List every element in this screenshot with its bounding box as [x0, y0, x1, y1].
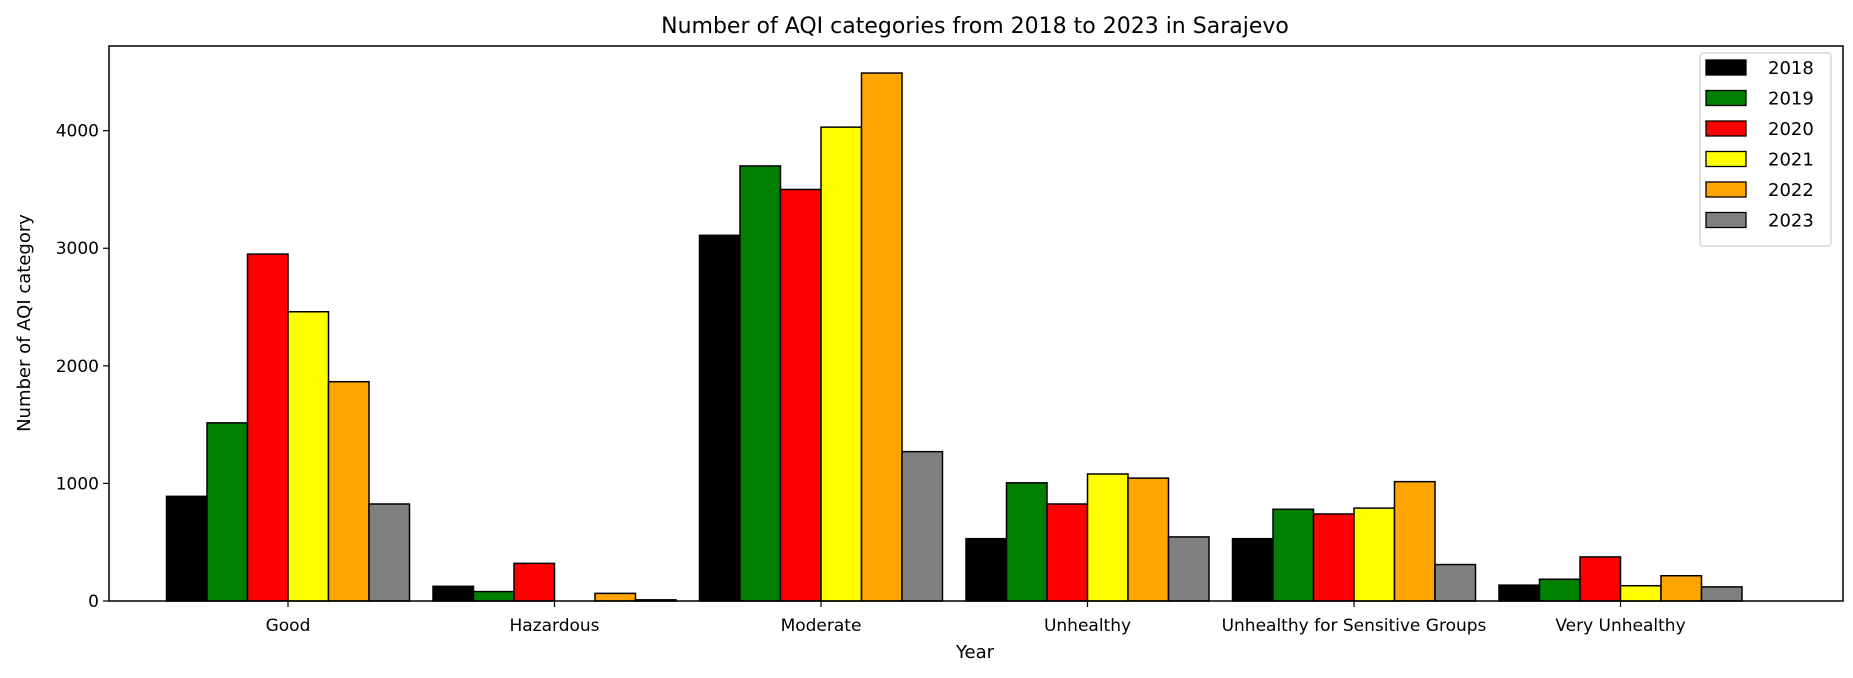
x-axis-label: Year: [955, 642, 995, 663]
y-tick-label: 1000: [56, 474, 99, 494]
legend-label-2022: 2022: [1768, 180, 1814, 201]
plot-frame: [108, 45, 1844, 602]
bar-2022-unhealthy: [1127, 477, 1170, 602]
bar-2019-good: [206, 422, 249, 602]
bar-2018-unhealthy: [965, 537, 1008, 602]
legend-swatch-2020: [1705, 120, 1747, 137]
legend-label-2023: 2023: [1768, 211, 1814, 232]
bar-2018-unhealthy-for-sensitive-groups: [1231, 537, 1274, 602]
bar-2020-very-unhealthy: [1579, 556, 1622, 602]
bar-2018-hazardous: [432, 585, 475, 602]
y-tick-label: 0: [88, 592, 99, 612]
bar-2020-unhealthy: [1046, 503, 1089, 602]
y-axis: 0 1000 2000 3000 4000: [56, 122, 109, 612]
y-tick-label: 4000: [56, 122, 99, 142]
legend-swatch-2019: [1705, 89, 1747, 107]
legend-label-2020: 2020: [1768, 119, 1814, 140]
bar-2018-moderate: [698, 234, 741, 602]
x-tick-label: Good: [266, 616, 311, 636]
bar-2019-unhealthy-for-sensitive-groups: [1272, 508, 1315, 602]
bar-2020-moderate: [779, 188, 822, 602]
bar-2022-unhealthy-for-sensitive-groups: [1393, 480, 1436, 602]
y-axis-label: Number of AQI category: [14, 214, 35, 432]
bar-2023-moderate: [901, 450, 944, 602]
x-tick-label: Moderate: [781, 616, 862, 636]
x-tick-label: Unhealthy for Sensitive Groups: [1222, 616, 1487, 636]
bar-2021-moderate: [820, 126, 863, 602]
bar-2022-very-unhealthy: [1660, 574, 1703, 602]
bar-2019-very-unhealthy: [1538, 578, 1581, 602]
bar-2023-unhealthy-for-sensitive-groups: [1434, 563, 1477, 602]
bar-2019-hazardous: [472, 590, 515, 602]
bar-2019-moderate: [739, 165, 782, 602]
legend-label-2019: 2019: [1768, 89, 1814, 110]
bar-2023-very-unhealthy: [1700, 586, 1743, 602]
bars-group: [165, 72, 1743, 602]
bar-2021-unhealthy: [1086, 473, 1129, 602]
legend-swatch-2023: [1705, 211, 1747, 229]
legend-label-2018: 2018: [1768, 58, 1814, 79]
legend-swatch-2022: [1705, 181, 1747, 198]
chart-title: Number of AQI categories from 2018 to 20…: [661, 14, 1289, 39]
legend: 2018 2019 2020 2021 2022 2023: [1699, 52, 1832, 247]
bar-2022-moderate: [860, 72, 903, 602]
bar-2019-unhealthy: [1005, 482, 1048, 602]
legend-swatch-2021: [1705, 150, 1747, 168]
bar-2022-hazardous: [594, 592, 637, 602]
bar-2022-good: [327, 380, 370, 602]
bar-2023-good: [368, 503, 411, 602]
y-tick-label: 2000: [56, 357, 99, 377]
bar-2021-good: [287, 310, 330, 602]
y-tick-label: 3000: [56, 239, 99, 259]
legend-swatch-2018: [1705, 59, 1747, 76]
bar-2020-good: [246, 253, 289, 602]
bar-2023-unhealthy: [1167, 536, 1210, 602]
x-tick-label: Unhealthy: [1044, 616, 1131, 636]
x-tick-label: Very Unhealthy: [1555, 616, 1685, 636]
bar-2020-unhealthy-for-sensitive-groups: [1312, 513, 1355, 602]
bar-2018-good: [165, 495, 208, 602]
x-axis: Good Hazardous Moderate Unhealthy Unhealthy …: [266, 601, 1686, 636]
legend-label-2021: 2021: [1768, 150, 1814, 171]
bar-2020-hazardous: [513, 562, 556, 602]
bar-2021-unhealthy-for-sensitive-groups: [1353, 507, 1396, 602]
bar-2021-very-unhealthy: [1619, 584, 1662, 602]
x-tick-label: Hazardous: [509, 616, 599, 636]
bar-2018-very-unhealthy: [1498, 584, 1541, 602]
